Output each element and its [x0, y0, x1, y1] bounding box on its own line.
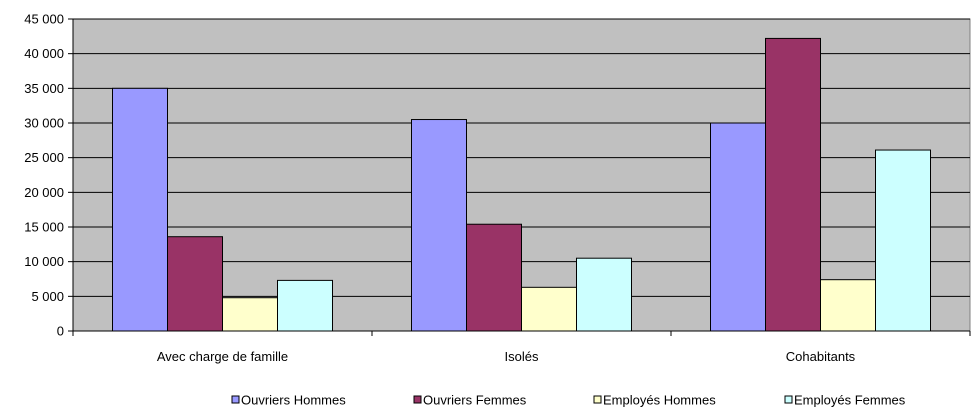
bar — [765, 37, 821, 332]
y-tick-label: 15 000 — [24, 220, 64, 235]
x-category-label: Cohabitants — [786, 349, 856, 364]
y-tick-label: 35 000 — [24, 81, 64, 96]
legend-swatch — [593, 395, 602, 404]
y-axis: 0 5 000 10 000 15 000 20 000 25 000 30 000 35 0… — [24, 12, 74, 339]
y-tick-label: 25 000 — [24, 150, 64, 165]
y-tick-label: 5 000 — [31, 289, 64, 304]
legend-label: Employés Femmes — [794, 393, 906, 408]
x-axis: Avec charge de famille Isolés Cohabitants — [72, 330, 971, 364]
y-tick-label: 10 000 — [24, 254, 64, 269]
bar — [411, 119, 467, 332]
bar — [112, 87, 168, 332]
legend-swatch — [231, 395, 240, 404]
y-tick-label: 30 000 — [24, 116, 64, 131]
legend-swatch — [413, 395, 422, 404]
legend-swatch — [784, 395, 793, 404]
bars — [112, 37, 931, 332]
bar — [875, 149, 931, 332]
x-category-label: Avec charge de famille — [157, 349, 288, 364]
bar — [521, 286, 577, 332]
legend-label: Employés Hommes — [603, 393, 716, 408]
y-tick-label: 20 000 — [24, 185, 64, 200]
bar — [167, 236, 223, 332]
bar — [222, 297, 278, 332]
bar — [277, 279, 333, 332]
y-tick-label: 0 — [57, 324, 64, 339]
y-tick-label: 45 000 — [24, 12, 64, 27]
legend-label: Ouvriers Hommes — [241, 393, 346, 408]
x-category-label: Isolés — [505, 349, 539, 364]
y-tick-label: 40 000 — [24, 46, 64, 61]
legend: Ouvriers Hommes Ouvriers Femmes Employés H… — [231, 393, 906, 408]
legend-label: Ouvriers Femmes — [423, 393, 527, 408]
bar — [576, 257, 632, 332]
bar — [466, 223, 522, 332]
bar — [710, 122, 766, 332]
bar — [820, 279, 876, 332]
